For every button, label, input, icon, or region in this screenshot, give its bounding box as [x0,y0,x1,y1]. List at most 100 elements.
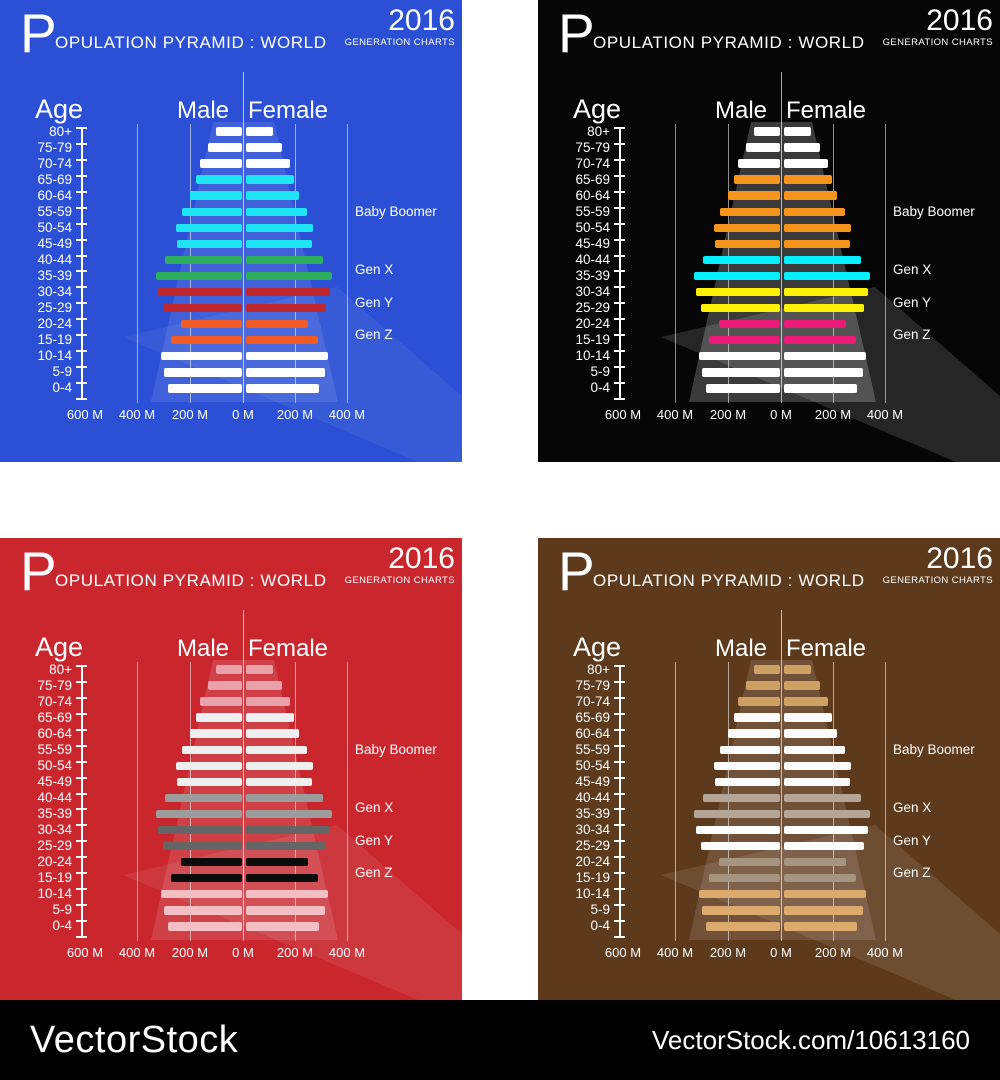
vertical-gridline [137,124,138,403]
age-label: 10-14 [37,886,72,902]
age-label: 45-49 [575,773,610,789]
generation-label-gen-x: Gen X [893,261,932,277]
male-bar [719,857,780,867]
female-bar [246,745,307,754]
generation-label-gen-z: Gen Z [355,865,393,881]
male-bar [160,889,242,899]
age-axis-tick [614,190,625,193]
age-axis-tick [76,776,87,779]
age-axis-tick [76,190,87,193]
female-bar [784,665,812,674]
center-axis-line [243,72,244,403]
age-axis-ruler [619,665,621,936]
age-axis-tick [614,174,625,177]
female-bar [784,239,850,249]
age-axis-tick [614,382,625,385]
age-label: 15-19 [575,870,610,886]
age-axis-tick [614,888,625,891]
male-bar [181,857,242,867]
age-label: 5-9 [52,902,72,918]
age-label: 20-24 [37,854,72,870]
female-bar [784,729,838,738]
generation-label-baby-boomer: Baby Boomer [355,203,437,219]
year-block: 2016 GENERATION CHARTS [345,5,455,48]
year-label: 2016 [388,542,455,575]
male-bar [216,127,242,136]
age-label: 35-39 [575,267,610,283]
female-bar [784,223,851,233]
age-axis-tick [614,824,625,827]
subtitle-label: GENERATION CHARTS [344,574,455,586]
age-label: 75-79 [575,139,610,155]
female-bar [784,857,846,867]
female-bar [784,809,871,819]
female-bar [246,335,318,345]
age-label: 65-69 [37,709,72,725]
generation-label-gen-x: Gen X [893,799,932,815]
age-label: 10-14 [575,886,610,902]
male-bar [700,303,780,313]
age-axis-tick [614,728,625,731]
female-bar [246,729,300,738]
male-bar [195,175,242,184]
male-bar [720,745,780,754]
female-bar [246,825,331,835]
title-initial-letter: P [558,540,595,602]
female-bar [246,239,312,249]
age-label: 0-4 [590,918,610,934]
age-axis-tick [614,665,625,667]
vertical-gridline [347,662,348,941]
age-axis-tick [76,792,87,795]
male-bar [746,681,780,690]
age-label: 50-54 [575,757,610,773]
male-bar [163,368,242,377]
age-axis-tick [76,366,87,369]
age-axis-tick [76,920,87,923]
female-bar [784,255,861,265]
age-label: 25-29 [575,838,610,854]
age-label: 20-24 [37,316,72,332]
x-axis-tick-label: 400 M [656,407,694,422]
male-bar [189,729,242,738]
age-axis-tick [76,382,87,385]
age-axis-tick [76,760,87,763]
male-bar [176,777,242,787]
age-label: 50-54 [37,219,72,235]
age-axis-tick [76,808,87,811]
year-label: 2016 [388,4,455,37]
age-axis-tick [614,680,625,683]
male-bar [754,665,780,674]
age-axis-tick [614,286,625,289]
age-axis-tick [76,824,87,827]
generation-label-gen-y: Gen Y [355,833,394,849]
age-axis-tick [76,286,87,289]
female-bar [246,809,333,819]
age-label: 20-24 [575,854,610,870]
age-axis-tick [614,270,625,273]
age-axis-tick [614,904,625,907]
age-axis-tick [614,920,625,923]
age-label: 55-59 [575,203,610,219]
year-block: 2016 GENERATION CHARTS [883,5,993,48]
female-column-heading: Female [785,635,867,662]
female-bar [246,143,283,152]
vertical-gridline [885,662,886,941]
age-label: 65-69 [37,171,72,187]
year-label: 2016 [926,542,993,575]
female-bar [246,906,326,915]
male-bar [167,922,242,931]
male-bar [182,745,242,754]
x-axis-tick-label: 0 M [232,407,254,422]
female-bar [784,191,838,200]
age-label: 5-9 [590,902,610,918]
age-label: 30-34 [37,284,72,299]
female-bar [784,351,866,361]
male-bar [754,127,780,136]
male-bar [746,143,780,152]
age-axis-tick [76,665,87,667]
female-bar [246,159,291,168]
age-label: 10-14 [575,348,610,364]
age-label: 65-69 [575,171,610,187]
male-bar [163,906,242,915]
age-label: 70-74 [37,693,72,709]
